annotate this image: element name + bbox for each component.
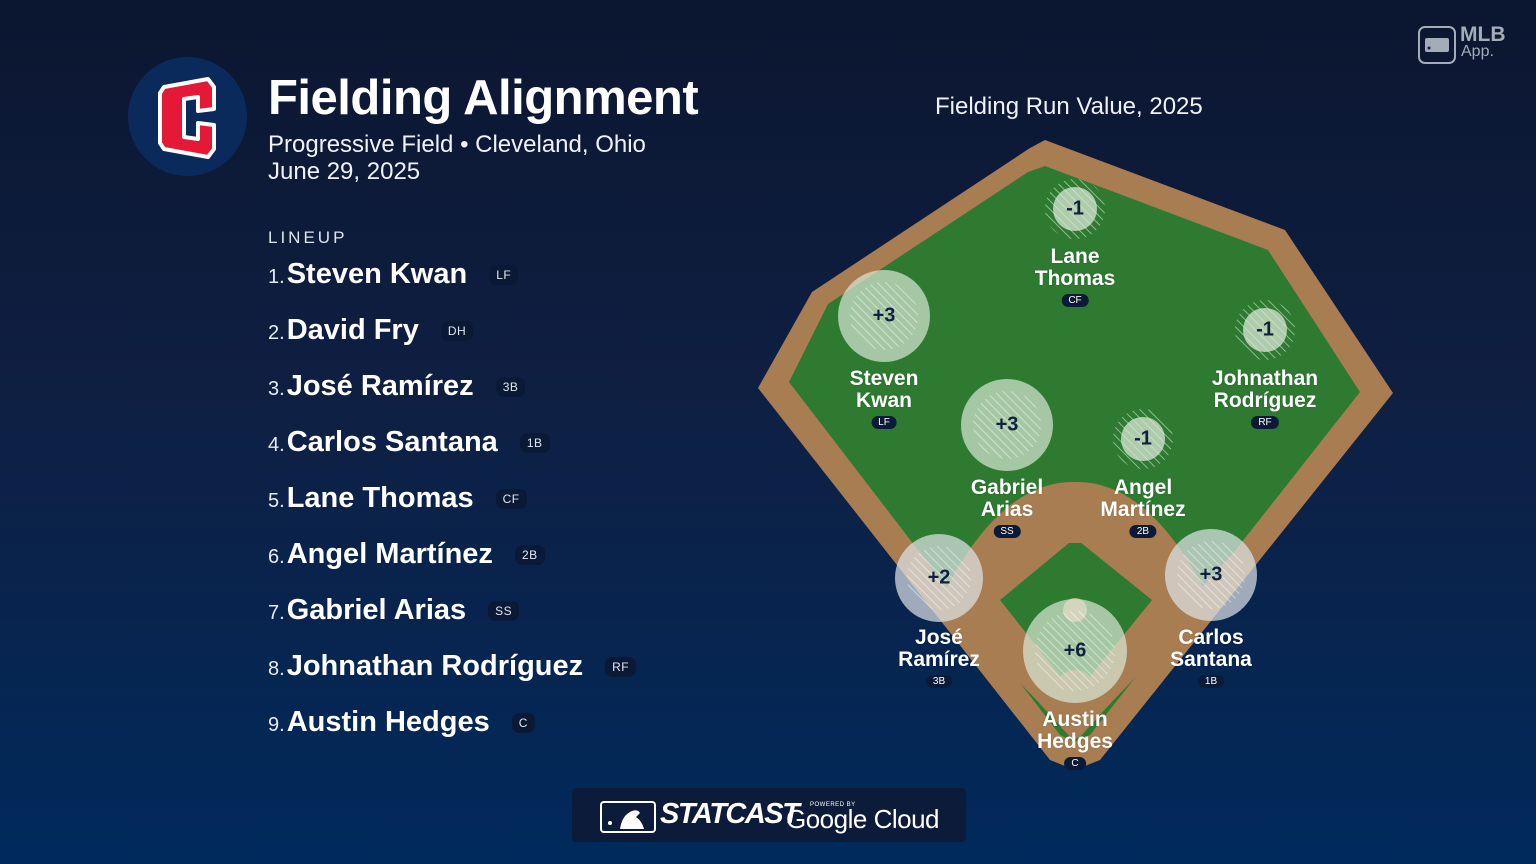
position-badge: LF (489, 265, 519, 285)
frv-value-ss: +3 (995, 413, 1019, 436)
frv-value-2b: -1 (1134, 427, 1152, 450)
batting-order: 4. (268, 434, 285, 456)
batting-order: 9. (268, 714, 285, 736)
fielder-label-lf: Steven Kwan LF (849, 367, 919, 429)
player-name: Steven Kwan (286, 258, 468, 290)
player-name: David Fry (286, 314, 419, 346)
mlb-batter-icon (1418, 26, 1456, 64)
lineup-item: 1. Steven Kwan LF (268, 258, 519, 298)
position-badge: DH (440, 321, 474, 341)
frv-value-3b: +2 (927, 566, 951, 589)
fielder-label-1b: Carlos Santana 1B (1170, 626, 1252, 688)
position-badge: 3B (495, 377, 526, 397)
outfield-grass (789, 166, 1360, 742)
venue-subtitle: Progressive Field • Cleveland, Ohio (268, 131, 646, 158)
position-badge: SS (993, 525, 1021, 538)
mlb-app-logo: MLB App. (1418, 23, 1518, 64)
position-badge: 1B (1197, 675, 1225, 688)
frv-value-rf: -1 (1256, 318, 1274, 341)
statcast-wordmark: STATCAST (660, 798, 800, 830)
lineup-item: 9. Austin Hedges C (268, 706, 535, 746)
frv-value-cf: -1 (1066, 197, 1084, 220)
position-badge: C (1064, 757, 1086, 770)
lineup-item: 3. José Ramírez 3B (268, 370, 526, 410)
position-badge: LF (871, 416, 897, 429)
google-cloud-wordmark: Google Cloud (786, 804, 940, 834)
lineup-item: 6. Angel Martínez 2B (268, 538, 545, 578)
position-badge: 3B (925, 675, 953, 688)
lineup-item: 2. David Fry DH (268, 314, 474, 354)
statcast-footer-banner: STATCAST POWERED BY Google Cloud (572, 788, 966, 842)
player-name: Gabriel Arias (286, 594, 467, 626)
game-date: June 29, 2025 (268, 158, 421, 185)
cleveland-c-icon (158, 77, 216, 159)
team-logo (128, 57, 247, 176)
lineup-item: 5. Lane Thomas CF (268, 482, 527, 522)
player-name: Carlos Santana (286, 426, 498, 458)
batting-order: 2. (268, 322, 285, 344)
position-badge: 2B (1129, 525, 1157, 538)
mlb-logo-icon (600, 801, 656, 833)
lineup-item: 8. Johnathan Rodríguez RF (268, 650, 637, 690)
batting-order: 3. (268, 378, 285, 400)
position-badge: SS (488, 601, 520, 621)
fielder-label-2b: Angel Martínez 2B (1100, 476, 1186, 538)
batting-order: 8. (268, 658, 285, 680)
lineup-item: 4. Carlos Santana 1B (268, 426, 550, 466)
position-badge: C (511, 713, 535, 733)
player-name: Lane Thomas (286, 482, 474, 514)
fielder-label-ss: Gabriel Arias SS (970, 476, 1044, 538)
position-badge: RF (1251, 416, 1279, 429)
player-name: Johnathan Rodríguez (286, 650, 584, 682)
lineup-item: 7. Gabriel Arias SS (268, 594, 520, 634)
chart-title: Fielding Run Value, 2025 (935, 93, 1203, 120)
batting-order: 5. (268, 490, 285, 512)
batting-order: 6. (268, 546, 285, 568)
second-base (1068, 533, 1082, 543)
lineup-heading: LINEUP (268, 228, 348, 247)
powered-by-text: POWERED BY (810, 802, 856, 808)
mlb-app-subtext: App. (1461, 43, 1494, 60)
frv-value-lf: +3 (872, 304, 896, 327)
player-name: José Ramírez (286, 370, 474, 402)
player-name: Austin Hedges (286, 706, 490, 738)
frv-value-1b: +3 (1199, 563, 1223, 586)
position-badge: 1B (519, 433, 550, 453)
position-badge: CF (495, 489, 527, 509)
frv-value-c: +6 (1063, 639, 1087, 662)
batting-order: 7. (268, 602, 285, 624)
batting-order: 1. (268, 266, 285, 288)
fielder-label-c: Austin Hedges C (1037, 708, 1113, 770)
position-badge: 2B (514, 545, 545, 565)
page-title: Fielding Alignment (268, 71, 699, 125)
player-name: Angel Martínez (286, 538, 493, 570)
mlb-app-text: MLB (1460, 23, 1506, 46)
fielder-label-cf: Lane Thomas CF (1034, 245, 1116, 307)
fielder-label-3b: José Ramírez 3B (898, 626, 980, 688)
position-badge: CF (1061, 294, 1089, 307)
fielder-label-rf: Johnathan Rodríguez RF (1211, 367, 1319, 429)
position-badge: RF (605, 657, 637, 677)
